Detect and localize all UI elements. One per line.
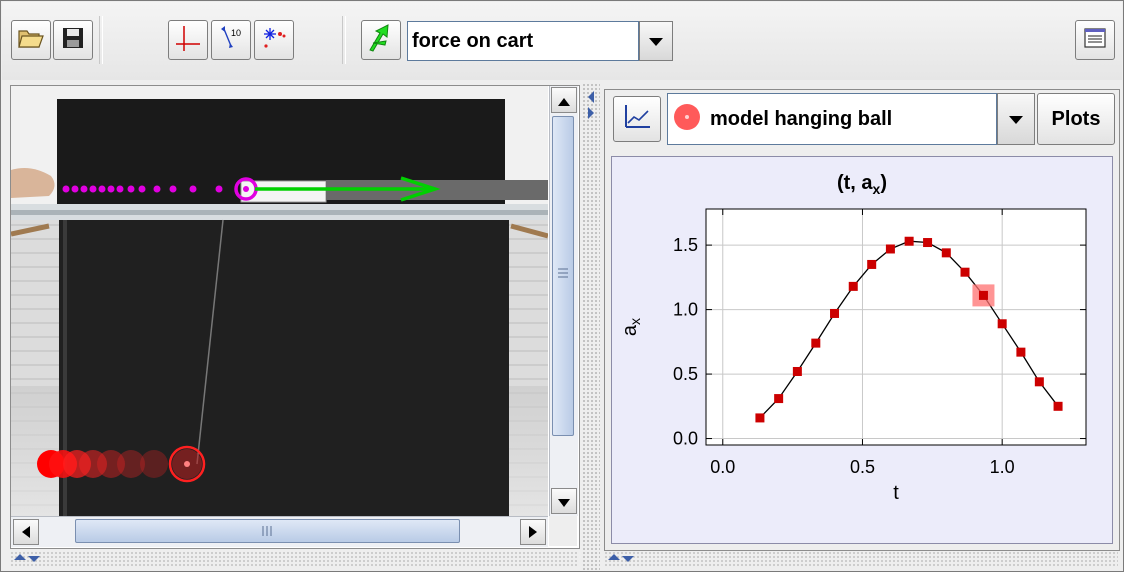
arrow-down-icon — [558, 492, 570, 511]
track-selector-combo[interactable]: force on cart — [407, 21, 639, 61]
arrow-right-icon — [529, 523, 537, 542]
plot-options-button[interactable] — [613, 96, 661, 142]
chart-point — [923, 238, 933, 248]
chart-point — [830, 308, 840, 318]
coordinate-axes-icon — [174, 24, 202, 56]
chart-point — [997, 319, 1007, 329]
arrow-left-icon — [22, 523, 30, 542]
toolbar-separator — [342, 16, 346, 64]
save-icon — [62, 27, 84, 53]
force-vector — [255, 176, 441, 202]
y-axis-label: ax — [619, 318, 643, 336]
chart-point — [1034, 377, 1044, 387]
y-tick-label: 0.0 — [673, 429, 698, 449]
x-tick-label: 0.5 — [850, 457, 875, 477]
chart-point — [960, 267, 970, 277]
x-axis-label: t — [893, 482, 899, 504]
x-tick-label: 1.0 — [990, 457, 1015, 477]
horizontal-scroll-thumb[interactable] — [75, 519, 460, 543]
chart-series-points — [755, 236, 1063, 423]
plot-toolbar: model hanging ball Plots — [605, 90, 1119, 148]
video-frame[interactable] — [11, 86, 548, 516]
cart-trail — [62, 185, 223, 193]
save-button[interactable] — [53, 20, 93, 60]
y-tick-label: 1.5 — [673, 235, 698, 255]
chart-point — [1016, 347, 1026, 357]
open-button[interactable] — [11, 20, 51, 60]
plots-button[interactable]: Plots — [1037, 93, 1115, 145]
notes-button[interactable] — [1075, 20, 1115, 60]
ax-vs-t-chart: (t, ax) 0.0 0.5 1.0 0.0 0.5 1.0 1.5 t ax — [619, 172, 1087, 504]
calibration-button[interactable]: 10 — [211, 20, 251, 60]
calibration-tool-icon: 10 — [217, 24, 245, 56]
chart-point — [774, 394, 784, 404]
track-control-button[interactable] — [361, 20, 401, 60]
scroll-up-button[interactable] — [551, 87, 577, 113]
axes-button[interactable] — [168, 20, 208, 60]
open-icon — [18, 27, 44, 53]
autotracker-button[interactable] — [254, 20, 294, 60]
scroll-corner — [549, 516, 577, 546]
video-vertical-scrollbar[interactable] — [549, 86, 578, 516]
plot-bottom-strip[interactable] — [604, 551, 1118, 567]
video-bottom-strip[interactable] — [10, 551, 578, 567]
chart-title: (t, ax) — [837, 172, 887, 197]
chart-point — [941, 248, 951, 258]
hanging-ball-trail — [37, 445, 206, 483]
chart-point — [811, 338, 821, 348]
chevron-down-icon — [1009, 110, 1023, 129]
scroll-right-button[interactable] — [520, 519, 546, 545]
chart-axes-icon — [622, 103, 652, 135]
chart-point — [885, 244, 895, 254]
chart-point — [848, 281, 858, 291]
video-horizontal-scrollbar[interactable] — [11, 516, 548, 547]
chart-grid — [706, 209, 1086, 445]
chart-point — [1053, 401, 1063, 411]
x-tick-label: 0.0 — [710, 457, 735, 477]
split-pane-divider[interactable] — [582, 83, 600, 571]
toolbar-separator — [99, 16, 103, 64]
notes-icon — [1083, 26, 1107, 54]
plot-track-dropdown-button[interactable] — [997, 93, 1035, 145]
chart-point — [867, 259, 877, 269]
plot-area[interactable]: (t, ax) 0.0 0.5 1.0 0.0 0.5 1.0 1.5 t ax — [611, 156, 1113, 544]
expand-arrows-icon[interactable] — [604, 552, 634, 566]
track-color-icon — [672, 102, 702, 136]
plot-track-selector[interactable]: model hanging ball — [667, 93, 997, 145]
chart-ticks: 0.0 0.5 1.0 0.0 0.5 1.0 1.5 — [673, 208, 1087, 477]
arrow-up-icon — [558, 91, 570, 110]
y-tick-label: 0.5 — [673, 364, 698, 384]
collapse-arrows-icon[interactable] — [582, 89, 600, 129]
svg-text:10: 10 — [231, 28, 241, 38]
main-toolbar: 10 — [2, 2, 1122, 80]
expand-arrows-icon[interactable] — [10, 552, 40, 566]
plot-panel: model hanging ball Plots (t, ax) 0.0 0.5 1… — [604, 89, 1120, 551]
chart-plot-background — [705, 208, 1087, 446]
chart-frame — [705, 208, 1087, 446]
chart-point — [904, 236, 914, 246]
scroll-left-button[interactable] — [13, 519, 39, 545]
vertical-scroll-thumb[interactable] — [552, 116, 574, 436]
model-builder-icon — [366, 23, 396, 57]
chart-point — [755, 413, 765, 423]
scroll-down-button[interactable] — [551, 488, 577, 514]
video-scene — [11, 86, 548, 516]
autotracker-icon — [260, 24, 288, 56]
y-tick-label: 1.0 — [673, 300, 698, 320]
chart-point — [792, 366, 802, 376]
chart-point — [978, 290, 988, 300]
chevron-down-icon — [649, 32, 663, 51]
track-selector-dropdown-button[interactable] — [639, 21, 673, 61]
plot-track-label: model hanging ball — [710, 107, 893, 130]
video-panel — [10, 85, 580, 549]
